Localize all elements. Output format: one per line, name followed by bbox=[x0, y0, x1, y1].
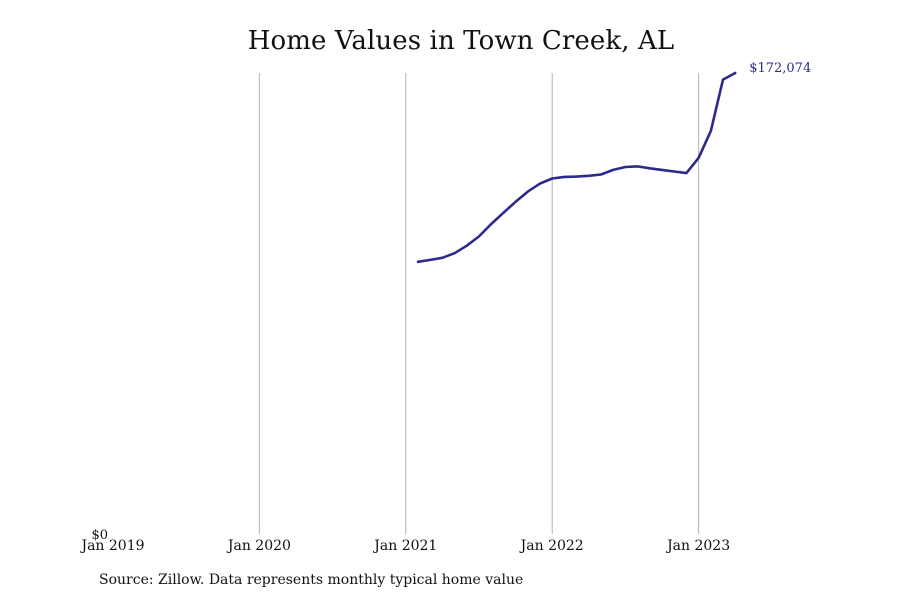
data-labels: $172,074 bbox=[749, 61, 811, 76]
x-tick-label: Jan 2023 bbox=[665, 538, 730, 554]
x-tick-label: Jan 2022 bbox=[519, 538, 584, 554]
gridlines bbox=[258, 73, 700, 534]
series-line bbox=[416, 71, 737, 264]
y-axis-ticks: $0 bbox=[91, 528, 108, 543]
x-tick-label: Jan 2020 bbox=[226, 538, 291, 554]
chart-title: Home Values in Town Creek, AL bbox=[247, 26, 675, 56]
y-tick-label: $0 bbox=[91, 528, 108, 543]
source-note: Source: Zillow. Data represents monthly … bbox=[99, 572, 524, 588]
series-layer bbox=[416, 71, 737, 264]
x-tick-label: Jan 2021 bbox=[372, 538, 437, 554]
x-axis-ticks: Jan 2019 Jan 2020 Jan 2021 Jan 2022 Jan 2023 bbox=[79, 538, 730, 554]
end-value-label: $172,074 bbox=[749, 61, 811, 76]
x-tick-label: Jan 2019 bbox=[79, 538, 144, 554]
